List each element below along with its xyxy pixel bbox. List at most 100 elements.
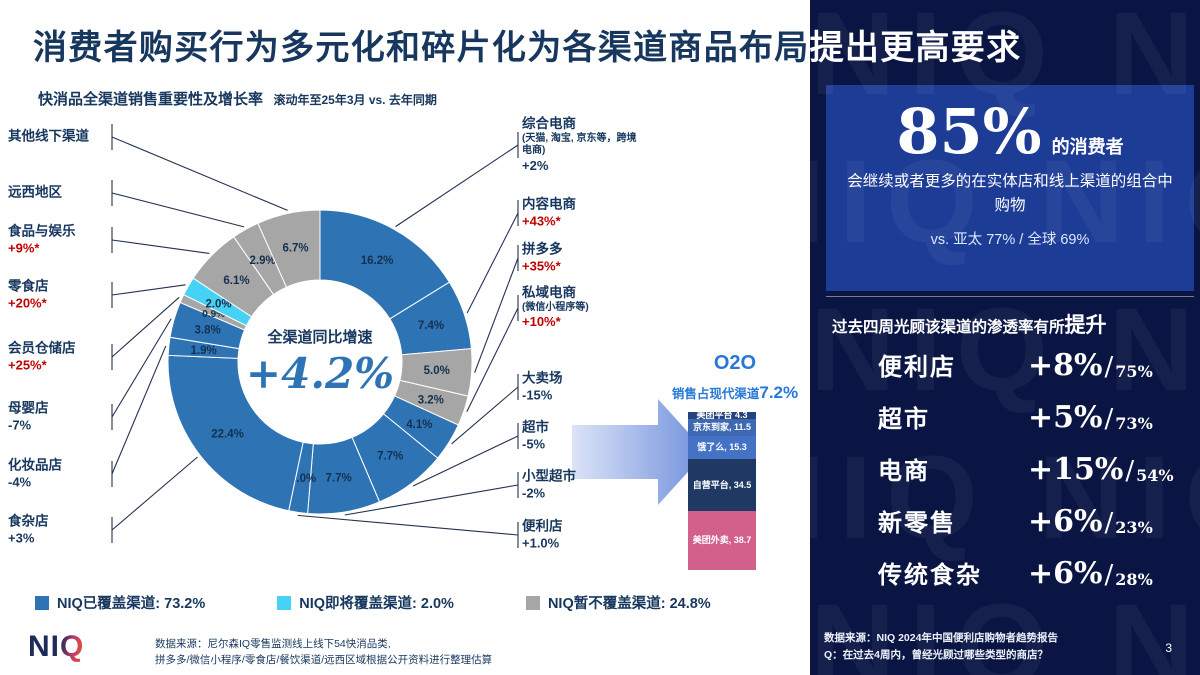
penetration-change: +15% bbox=[1028, 452, 1124, 487]
channel-name: 母婴店 bbox=[8, 400, 49, 416]
connector-line bbox=[466, 307, 519, 412]
o2o-stacked-bar: 美团平台 4.3 京东到家, 11.5 饿了么, 15.3 自营平台, 34.5 美团外… bbox=[688, 411, 756, 570]
channel-growth: +2% bbox=[522, 157, 549, 173]
connector-line bbox=[111, 239, 210, 254]
fraction-slash: / bbox=[1104, 404, 1114, 434]
left-source-line-2: 拼多多/微信小程序/零食店/餐饮渠道/远西区域根据公开资料进行整理估算 bbox=[155, 654, 493, 667]
connector-line bbox=[344, 484, 519, 516]
donut-segment-其他线下渠道 bbox=[257, 209, 321, 288]
penetration-channel: 电商 bbox=[878, 458, 930, 485]
connector-line bbox=[412, 435, 519, 487]
o2o-segment-自营平台, 34.5: 自营平台, 34.5 bbox=[688, 459, 756, 512]
penetration-rate: 73% bbox=[1115, 414, 1153, 433]
channel-label-大卖场: 大卖场 -15% bbox=[522, 370, 637, 403]
page-number: 3 bbox=[1165, 641, 1172, 655]
right-panel: NIQ NIQ NIQ NIQ NIQ NIQ NIQ NIQ NIQ NIQ … bbox=[810, 0, 1200, 675]
penetration-channel: 传统食杂 bbox=[878, 562, 982, 589]
channel-name: 化妆品店 bbox=[8, 457, 62, 473]
channel-name: 私域电商 bbox=[522, 285, 576, 301]
channel-growth: +25%* bbox=[8, 357, 47, 373]
channel-sub: (微信小程序等) bbox=[522, 302, 589, 314]
channel-label-超市: 超市 -5% bbox=[522, 419, 637, 452]
channel-label-化妆品店: 化妆品店 -4% bbox=[8, 457, 110, 490]
channel-label-内容电商: 内容电商 +43%* bbox=[522, 196, 637, 229]
o2o-subtitle-text: 销售占现代渠道 bbox=[671, 387, 760, 401]
donut-value-大卖场: 4.1% bbox=[406, 419, 432, 431]
stat-box: 85% 的消费者 会继续或者更多的在实体店和线上渠道的组合中购物 vs. 亚太 … bbox=[826, 85, 1194, 291]
o2o-segment-京东到家, 11.5: 京东到家, 11.5 bbox=[688, 418, 756, 436]
penetration-rate: 54% bbox=[1136, 466, 1174, 485]
o2o-segment-美团外卖, 38.7: 美团外卖, 38.7 bbox=[688, 511, 756, 570]
channel-name: 便利店 bbox=[522, 518, 563, 534]
legend-item: NIQ暂不覆盖渠道: 24.8% bbox=[525, 592, 711, 613]
niq-logo: NIQ bbox=[28, 630, 85, 663]
penetration-row-传统食杂: 传统食杂 +6% / 28% bbox=[826, 555, 1194, 607]
legend-label: NIQ即将覆盖渠道: 2.0% bbox=[299, 596, 454, 612]
penetration-change: +5% bbox=[1028, 400, 1103, 435]
donut-value-私域电商: 3.2% bbox=[418, 395, 444, 407]
o2o-subtitle: 销售占现代渠道7.2% bbox=[620, 383, 850, 403]
donut-value-化妆品店: 1.9% bbox=[191, 345, 217, 357]
donut-value-食杂店: 22.4% bbox=[211, 429, 244, 441]
channel-name: 其他线下渠道 bbox=[8, 128, 89, 144]
channel-growth: +20%* bbox=[8, 295, 47, 311]
penetration-title-emphasis: 提升 bbox=[1064, 314, 1107, 337]
penetration-row-电商: 电商 +15% / 54% bbox=[826, 451, 1194, 503]
stat-top: 85% 的消费者 bbox=[846, 99, 1174, 164]
channel-name: 会员仓储店 bbox=[8, 340, 76, 356]
donut-value-其他线下渠道: 6.7% bbox=[282, 243, 308, 255]
legend-item: NIQ已覆盖渠道: 73.2% bbox=[35, 592, 205, 613]
channel-growth: -15% bbox=[522, 387, 553, 403]
channel-label-其他线下渠道: 其他线下渠道 bbox=[8, 129, 110, 146]
donut-value-综合电商: 16.2% bbox=[361, 255, 394, 267]
penetration-channel: 新零售 bbox=[878, 510, 956, 537]
penetration-title: 过去四周光顾该渠道的渗透率有所提升 bbox=[826, 309, 1194, 339]
channel-label-食杂店: 食杂店 +3% bbox=[8, 513, 110, 546]
donut-segment-食杂店 bbox=[167, 354, 304, 512]
channel-label-食品与娱乐: 食品与娱乐 +9%* bbox=[8, 223, 110, 256]
channel-growth: -4% bbox=[8, 474, 32, 490]
penetration-row-新零售: 新零售 +6% / 23% bbox=[826, 503, 1194, 555]
penetration-title-text: 过去四周光顾该渠道的渗透率有所 bbox=[832, 319, 1065, 336]
donut-center: 全渠道同比增速 +4.2% bbox=[225, 300, 415, 424]
penetration-section: 过去四周光顾该渠道的渗透率有所提升 便利店 +8% / 75% 超市 +5% / … bbox=[826, 296, 1194, 607]
channel-growth: -2% bbox=[522, 485, 546, 501]
penetration-change: +6% bbox=[1028, 504, 1103, 539]
legend-swatch bbox=[277, 595, 292, 610]
channel-sub: (天猫, 淘宝, 京东等，跨境电商) bbox=[522, 132, 637, 157]
left-source-line-1: 数据来源：尼尔森IQ零售监测线上线下54快消品类, bbox=[155, 638, 391, 650]
chart-subtitle-note: 滚动年至25年3月 vs. 去年同期 bbox=[273, 93, 437, 107]
channel-label-零食店: 零食店 +20%* bbox=[8, 278, 110, 311]
slide-title-dark: 消费者购买行为多元化和碎片化为各渠道商品布局 bbox=[33, 29, 810, 67]
connector-line bbox=[451, 386, 519, 445]
channel-growth: +35%* bbox=[522, 258, 561, 274]
connector-line bbox=[111, 192, 245, 228]
o2o-subtitle-value: 7.2% bbox=[759, 383, 799, 402]
legend-swatch bbox=[525, 595, 540, 610]
connector-line bbox=[111, 136, 288, 211]
right-source: 数据来源：NIQ 2024年中国便利店购物者趋势报告 Q：在过去4周内，曾经光顾… bbox=[824, 630, 1164, 664]
donut-value-内容电商: 7.4% bbox=[418, 320, 444, 332]
donut-value-拼多多: 5.0% bbox=[424, 365, 450, 377]
penetration-rate: 23% bbox=[1115, 518, 1153, 537]
channel-growth: +9%* bbox=[8, 240, 40, 256]
channel-growth: -7% bbox=[8, 417, 32, 433]
slide-title-light: 提出更高要求 bbox=[809, 29, 1022, 67]
connector-line bbox=[466, 212, 519, 314]
penetration-rate: 75% bbox=[1115, 362, 1153, 381]
legend-swatch bbox=[35, 595, 49, 610]
channel-name: 大卖场 bbox=[522, 370, 563, 386]
donut-chart: 16.2% 7.4% 5.0% 3.2% 4.1% 7.7% 7.7% 2.0% 22.4% 1.… bbox=[111, 124, 706, 548]
channel-growth: +10%* bbox=[522, 314, 561, 330]
o2o-title: O2O bbox=[713, 352, 757, 374]
donut-value-便利店: 2.0% bbox=[290, 473, 316, 485]
penetration-change: +8% bbox=[1028, 348, 1103, 383]
legend-item: NIQ即将覆盖渠道: 2.0% bbox=[277, 592, 454, 613]
channel-growth: +1.0% bbox=[522, 535, 560, 551]
left-source: 数据来源：尼尔森IQ零售监测线上线下54快消品类, 拼多多/微信小程序/零食店/… bbox=[155, 636, 492, 669]
donut-value-超市: 7.7% bbox=[377, 451, 403, 463]
o2o-arrow bbox=[572, 399, 706, 505]
channel-growth: +3% bbox=[8, 530, 35, 546]
donut-value-远西地区: 2.9% bbox=[250, 255, 276, 267]
